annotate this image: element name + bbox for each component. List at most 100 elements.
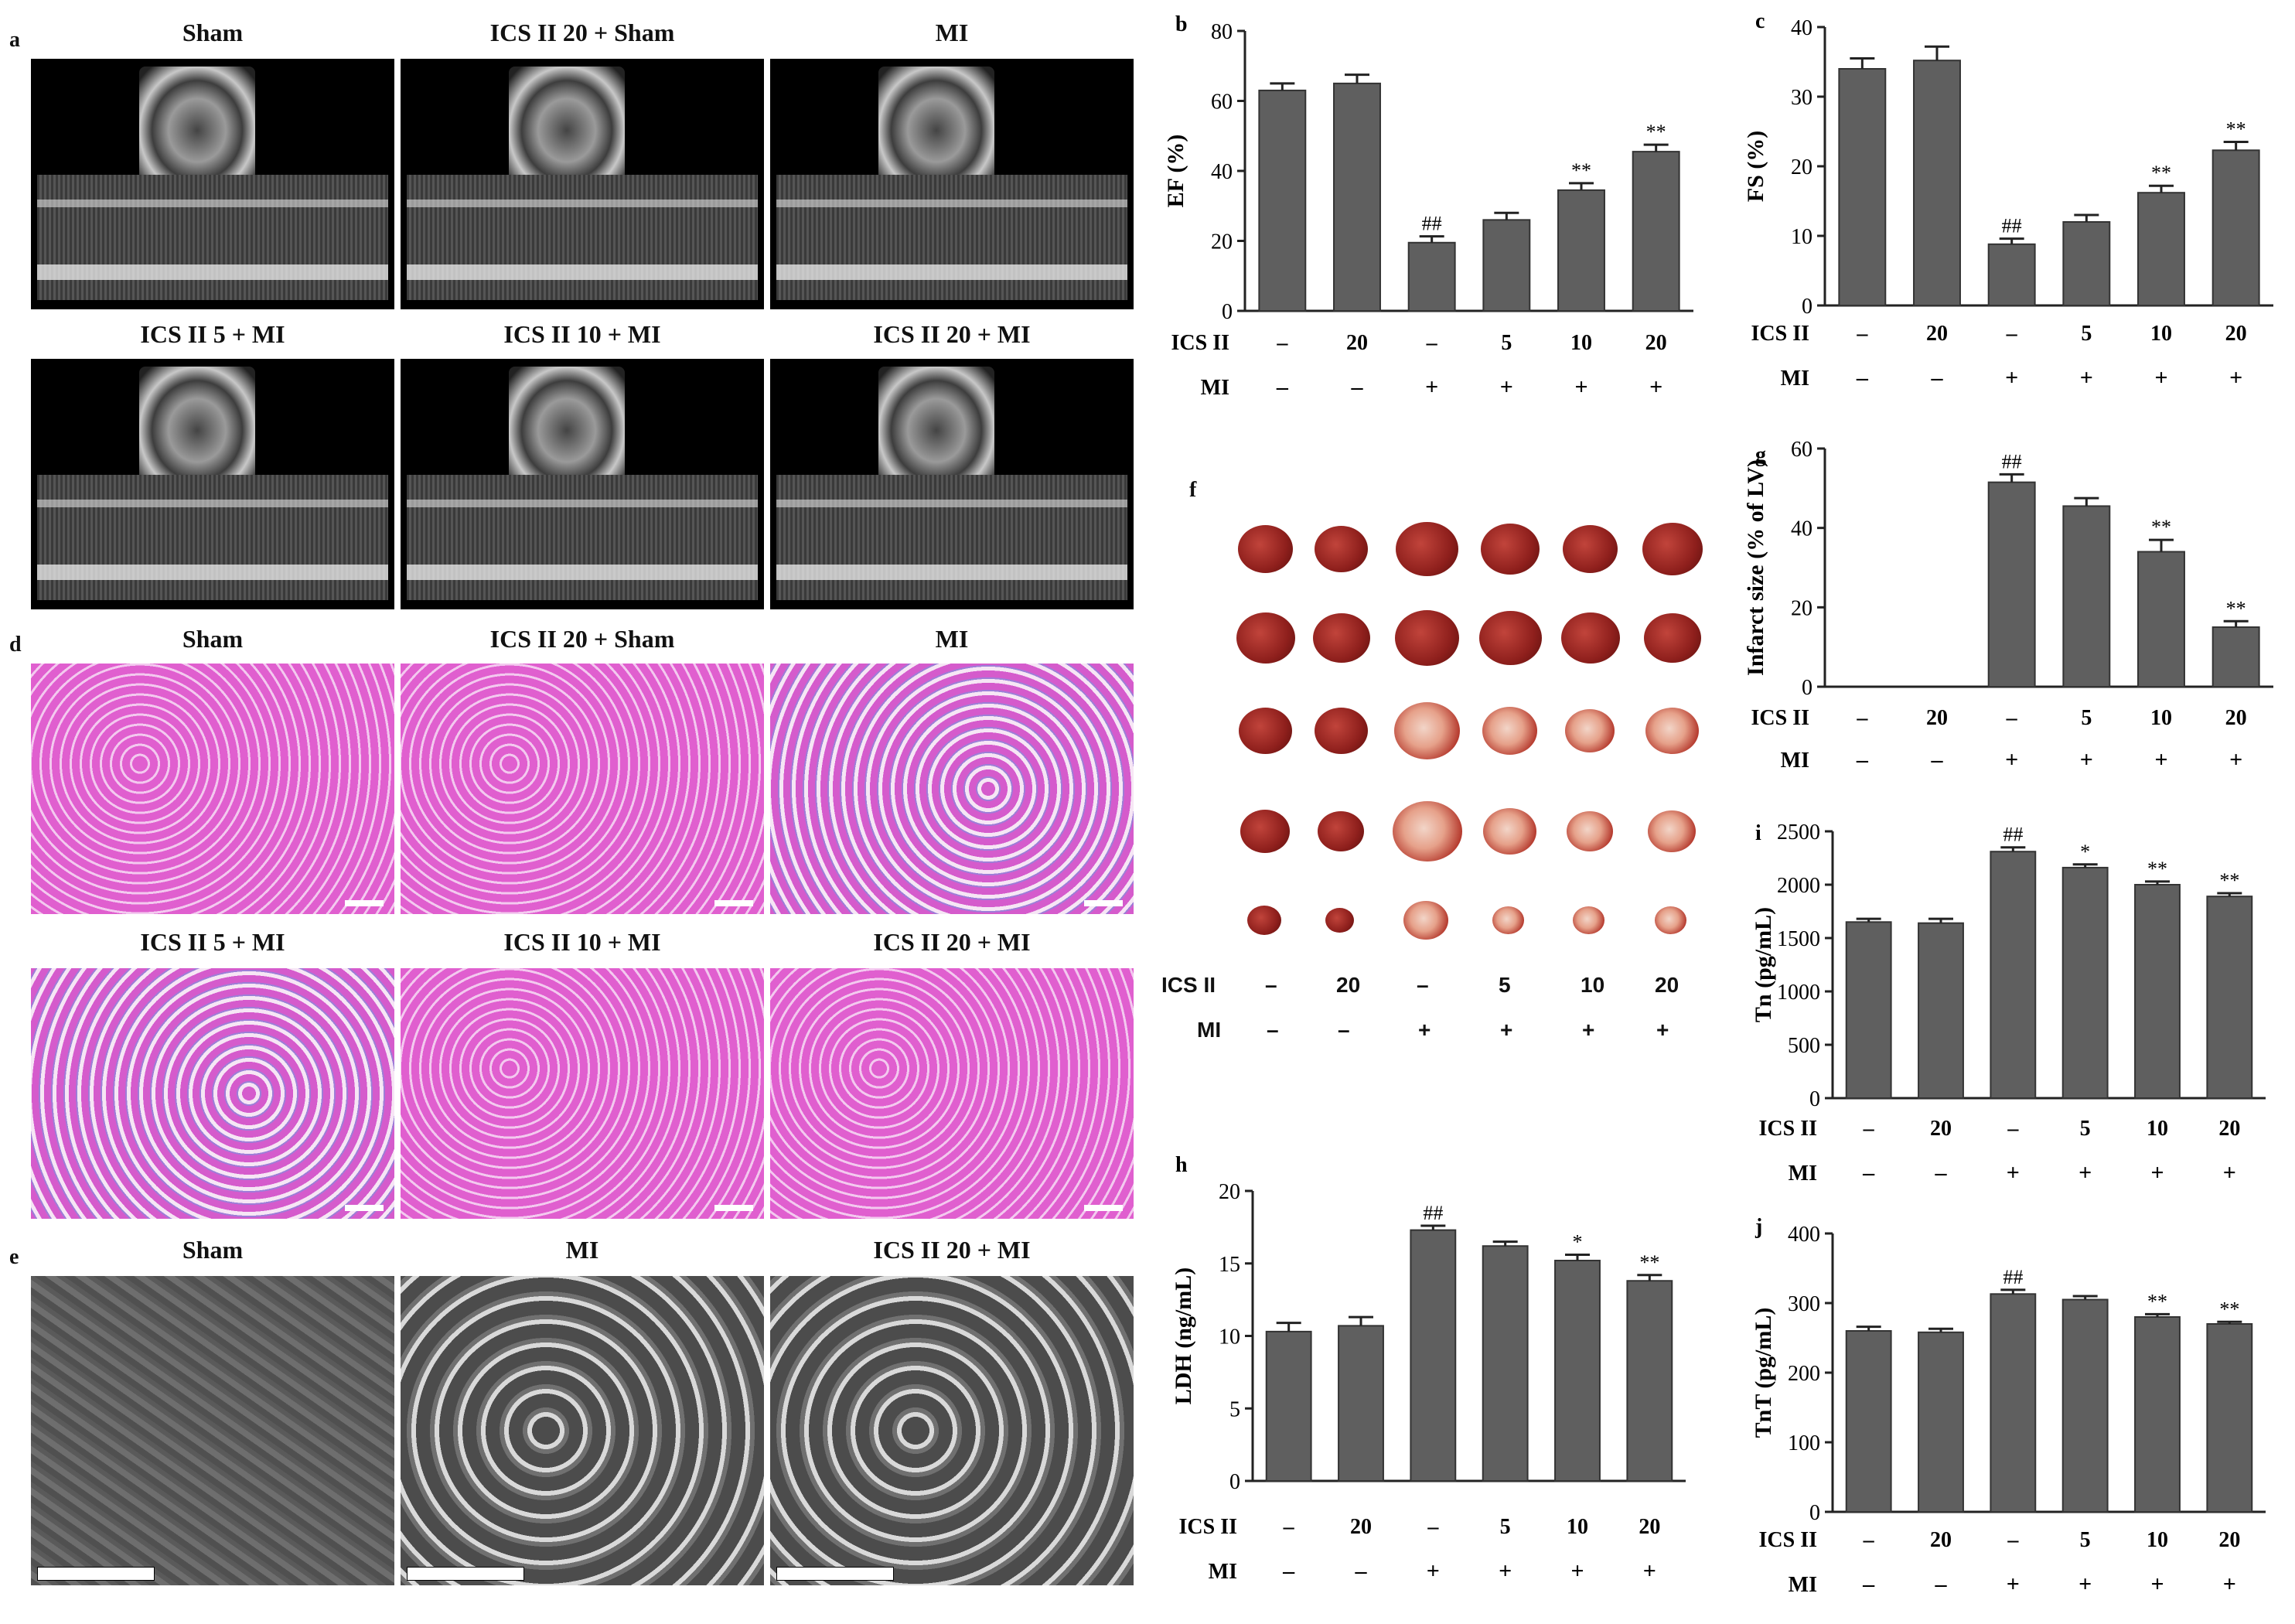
mi-status-label: – [1856,365,1869,391]
mi-row-label: MI [1789,1162,1817,1186]
panel-letter-b: b [1175,12,1188,36]
significance-mark: ## [2002,450,2022,473]
y-tick-label: 10 [1791,225,1812,249]
f-mi-cell: + [1656,1018,1669,1042]
y-tick-label: 0 [1229,1470,1240,1494]
echo-image-ics20-mi [770,359,1134,609]
ics-dose-label: 5 [2080,1528,2091,1552]
tem-title-1: Sham [182,1236,244,1264]
bar [1990,1293,2037,1513]
ics-row-label: ICS II [1171,331,1229,355]
mi-status-label: + [2150,1160,2164,1186]
bar [2062,505,2111,687]
mi-status-label: + [2229,365,2242,391]
panel-letter-d: d [9,633,22,657]
he-image-mi [770,664,1134,914]
echo-title-4: ICS II 5 + MI [140,320,285,348]
tem-title-2: MI [565,1236,599,1264]
heart-slice [1563,525,1618,573]
y-tick-label: 40 [1211,160,1233,184]
significance-mark: ** [2147,1290,2167,1312]
significance-mark: ** [2226,597,2246,619]
echo-image-ics20-sham [401,59,764,309]
chart-infarct-size: g 0 20 40 60 Infarct size (% of LV) – – 20 – ## – +5… [1740,406,2295,793]
ics-row-label: ICS II [1751,706,1809,730]
heart-slice [1247,906,1281,935]
chart-tn: i 0 500 1000 1500 2000 2500 Tn (pg/mL) – – 20 – ## – +… [1740,781,2295,1199]
f-mi-cell: + [1418,1018,1431,1042]
significance-mark: * [1573,1231,1583,1254]
chart-fs: c 0 10 20 30 40 FS (%) – – 20 – ## – +5 + ** 10 + ** 20 + ICS… [1740,0,2295,418]
significance-mark: ## [1423,1202,1443,1224]
ics-dose-label: 10 [1567,1515,1588,1539]
f-ics-label: ICS II [1161,973,1216,997]
mi-status-label: – [1931,747,1944,773]
echo-title-6: ICS II 20 + MI [873,320,1031,348]
significance-mark: ** [2219,1298,2239,1320]
heart-slice [1313,613,1370,663]
f-mi-cell: – [1267,1018,1279,1042]
mi-status-label: + [2223,1160,2236,1186]
heart-slice [1482,707,1538,755]
mi-status-label: – [1282,1558,1295,1584]
y-axis-label: TnT (pg/mL) [1751,1308,1776,1438]
y-tick-label: 200 [1788,1362,1820,1386]
mi-status-label: + [2078,1160,2092,1186]
he-image-ics20-mi [770,968,1134,1219]
y-axis-label: FS (%) [1743,131,1768,203]
heart-slice [1238,525,1294,573]
mi-status-label: + [2005,365,2018,391]
mi-status-label: – [1935,1160,1948,1186]
mi-status-label: + [1574,374,1587,400]
heart-slice [1648,810,1697,852]
ics-dose-label: – [1283,1515,1295,1539]
y-tick-label: 1000 [1777,981,1820,1005]
chart-svg-i: i 0 500 1000 1500 2000 2500 Tn (pg/mL) – – 20 – ## – +… [1751,821,2266,1186]
mi-status-label: + [2223,1571,2236,1597]
panel-letter-c: c [1755,9,1765,33]
panel-letter-a: a [9,28,20,52]
bar [2134,884,2181,1099]
heart-slice [1325,908,1354,933]
bar [1482,219,1531,312]
mi-row-label: MI [1789,1573,1817,1597]
echo-title-1: Sham [182,19,244,46]
heart-slice [1655,906,1687,934]
heart-slice [1565,709,1615,752]
y-tick-label: 60 [1211,90,1233,114]
f-ics-cell: – [1417,973,1429,997]
heart-slice [1394,702,1461,759]
mi-status-label: – [1351,374,1364,400]
y-axis-label: Tn (pg/mL) [1751,907,1776,1022]
ics-dose-label: 10 [2147,1528,2168,1552]
ics-dose-label: 5 [2081,322,2092,346]
ics-dose-label: 10 [1570,331,1592,355]
mi-status-label: + [1649,374,1662,400]
y-tick-label: 20 [1219,1180,1240,1204]
heart-slice [1239,708,1292,754]
mi-row-label: MI [1209,1560,1237,1584]
he-title-5: ICS II 10 + MI [503,928,661,956]
panel-letter-g: g [1755,443,1766,467]
f-mi-cell: + [1500,1018,1513,1042]
bar [1918,922,1964,1099]
mi-status-label: + [2007,1571,2020,1597]
f-mi-label: MI [1197,1018,1222,1042]
f-ics-cell: – [1265,973,1277,997]
bar [2137,551,2185,687]
he-title-6: ICS II 20 + MI [873,928,1031,956]
mi-row-label: MI [1781,367,1809,391]
significance-mark: ## [2003,824,2023,846]
he-title-3: MI [935,625,969,653]
bar [1990,851,2037,1099]
ics-dose-label: – [2006,706,2018,730]
significance-mark: * [2080,841,2090,863]
y-tick-label: 0 [1809,1501,1820,1525]
heart-slice [1481,524,1540,575]
he-image-ics20-sham [401,664,764,914]
heart-slice [1315,708,1368,754]
y-tick-label: 40 [1791,517,1812,541]
ics-dose-label: – [2007,1117,2019,1141]
mi-status-label: + [2080,365,2093,391]
mi-status-label: + [2007,1160,2020,1186]
